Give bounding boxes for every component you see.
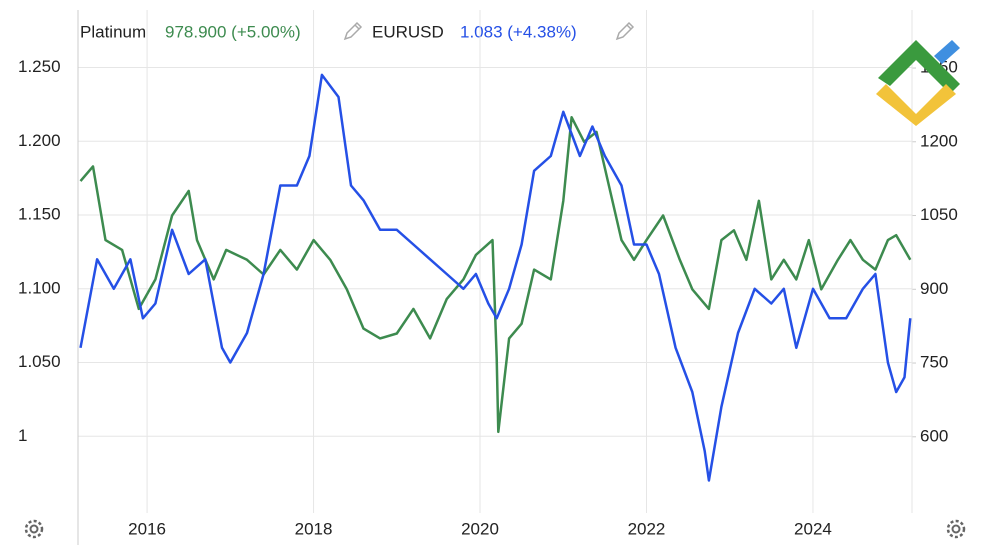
x-tick-label: 2018	[295, 519, 333, 538]
y-tick-label: 1.200	[18, 131, 61, 150]
y-tick-label: 1.250	[18, 57, 61, 76]
legend-value: 1.083 (+4.38%)	[460, 22, 577, 41]
gear-hub	[951, 524, 961, 534]
y-tick-label: 1.100	[18, 278, 61, 297]
pencil	[615, 21, 635, 41]
gear	[24, 519, 44, 539]
legend-value: 978.900 (+5.00%)	[165, 22, 301, 41]
x-tick-label: 2022	[628, 519, 666, 538]
y2-tick-label: 900	[920, 279, 948, 298]
y2-tick-label: 1200	[920, 131, 958, 150]
settings-icon[interactable]	[946, 519, 966, 539]
y2-tick-label: 750	[920, 353, 948, 372]
y2-tick-label: 1050	[920, 205, 958, 224]
y2-tick-label: 600	[920, 426, 948, 445]
pencil	[343, 21, 363, 41]
x-tick-label: 2024	[794, 519, 832, 538]
edit-icon[interactable]	[615, 21, 635, 41]
x-tick-label: 2020	[461, 519, 499, 538]
y-tick-label: 1.150	[18, 205, 61, 224]
logo-green	[878, 40, 960, 94]
legend-name: EURUSD	[372, 22, 444, 41]
edit-icon[interactable]	[343, 21, 363, 41]
gear	[946, 519, 966, 539]
settings-icon[interactable]	[24, 519, 44, 539]
series-line	[79, 115, 912, 434]
legend-name: Platinum	[80, 22, 146, 41]
gear-hub	[29, 524, 39, 534]
y-tick-label: 1.050	[18, 352, 61, 371]
y-tick-label: 1	[18, 426, 27, 445]
series-line	[79, 73, 912, 482]
x-tick-label: 2016	[128, 519, 166, 538]
logo-blue	[934, 40, 960, 64]
logo-yellow	[876, 84, 956, 126]
plot: 1.2501.2001.1501.1001.050113501200105090…	[18, 10, 958, 545]
logo	[876, 40, 960, 126]
